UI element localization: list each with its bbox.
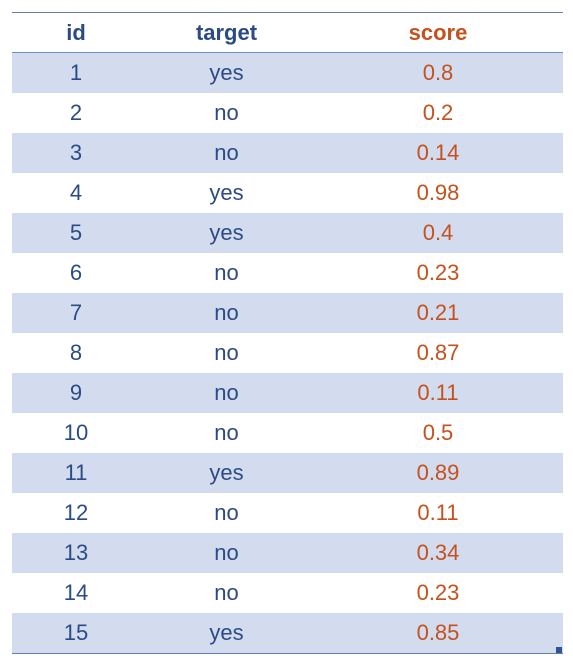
cell-score[interactable]: 0.23 (313, 573, 563, 613)
table-row: 15 yes 0.85 (12, 613, 563, 653)
cell-target[interactable]: no (140, 533, 313, 573)
cell-target[interactable]: no (140, 413, 313, 453)
cell-score[interactable]: 0.11 (313, 373, 563, 413)
cell-score[interactable]: 0.4 (313, 213, 563, 253)
cell-score[interactable]: 0.34 (313, 533, 563, 573)
table-row: 4 yes 0.98 (12, 173, 563, 213)
cell-score[interactable]: 0.98 (313, 173, 563, 213)
table-row: 7 no 0.21 (12, 293, 563, 333)
cell-id[interactable]: 6 (12, 253, 140, 293)
table-body: 1 yes 0.8 2 no 0.2 3 no 0.14 4 yes 0.98 5 yes 0.4 6 no 0.… (12, 53, 563, 654)
cell-id[interactable]: 14 (12, 573, 140, 613)
cell-id[interactable]: 4 (12, 173, 140, 213)
cell-target[interactable]: no (140, 333, 313, 373)
header-row: id target score (12, 13, 563, 53)
cell-target[interactable]: no (140, 373, 313, 413)
table-bottom-border (12, 653, 563, 654)
table-row: 14 no 0.23 (12, 573, 563, 613)
cell-id[interactable]: 9 (12, 373, 140, 413)
cell-target[interactable]: yes (140, 53, 313, 94)
cell-score[interactable]: 0.21 (313, 293, 563, 333)
cell-target[interactable]: no (140, 93, 313, 133)
table-row: 9 no 0.11 (12, 373, 563, 413)
cell-id[interactable]: 1 (12, 53, 140, 94)
cell-target[interactable]: no (140, 293, 313, 333)
cell-id[interactable]: 13 (12, 533, 140, 573)
data-table: id target score 1 yes 0.8 2 no 0.2 3 no 0.14 4 yes… (12, 13, 563, 653)
column-header-target[interactable]: target (140, 13, 313, 53)
table-row: 11 yes 0.89 (12, 453, 563, 493)
cell-score[interactable]: 0.5 (313, 413, 563, 453)
table-row: 12 no 0.11 (12, 493, 563, 533)
table-row: 2 no 0.2 (12, 93, 563, 133)
cell-score[interactable]: 0.14 (313, 133, 563, 173)
cell-id[interactable]: 10 (12, 413, 140, 453)
cell-id[interactable]: 5 (12, 213, 140, 253)
table-row: 6 no 0.23 (12, 253, 563, 293)
cell-id[interactable]: 7 (12, 293, 140, 333)
table-row: 1 yes 0.8 (12, 53, 563, 94)
cell-target[interactable]: no (140, 253, 313, 293)
column-header-id[interactable]: id (12, 13, 140, 53)
column-header-score[interactable]: score (313, 13, 563, 53)
cell-target[interactable]: yes (140, 213, 313, 253)
cell-score[interactable]: 0.85 (313, 613, 563, 653)
cell-score[interactable]: 0.23 (313, 253, 563, 293)
cell-target[interactable]: yes (140, 613, 313, 653)
cell-target[interactable]: yes (140, 453, 313, 493)
cell-score[interactable]: 0.2 (313, 93, 563, 133)
table-resize-handle-icon[interactable] (556, 647, 562, 653)
table-row: 3 no 0.14 (12, 133, 563, 173)
cell-id[interactable]: 12 (12, 493, 140, 533)
cell-target[interactable]: no (140, 573, 313, 613)
cell-score[interactable]: 0.87 (313, 333, 563, 373)
cell-id[interactable]: 3 (12, 133, 140, 173)
cell-target[interactable]: yes (140, 173, 313, 213)
cell-target[interactable]: no (140, 133, 313, 173)
table-row: 5 yes 0.4 (12, 213, 563, 253)
cell-target[interactable]: no (140, 493, 313, 533)
cell-score[interactable]: 0.89 (313, 453, 563, 493)
table-row: 8 no 0.87 (12, 333, 563, 373)
table-row: 10 no 0.5 (12, 413, 563, 453)
cell-id[interactable]: 2 (12, 93, 140, 133)
cell-id[interactable]: 8 (12, 333, 140, 373)
cell-id[interactable]: 11 (12, 453, 140, 493)
data-table-container: id target score 1 yes 0.8 2 no 0.2 3 no 0.14 4 yes… (12, 12, 563, 654)
cell-id[interactable]: 15 (12, 613, 140, 653)
table-row: 13 no 0.34 (12, 533, 563, 573)
cell-score[interactable]: 0.11 (313, 493, 563, 533)
table-header: id target score (12, 13, 563, 53)
cell-score[interactable]: 0.8 (313, 53, 563, 94)
